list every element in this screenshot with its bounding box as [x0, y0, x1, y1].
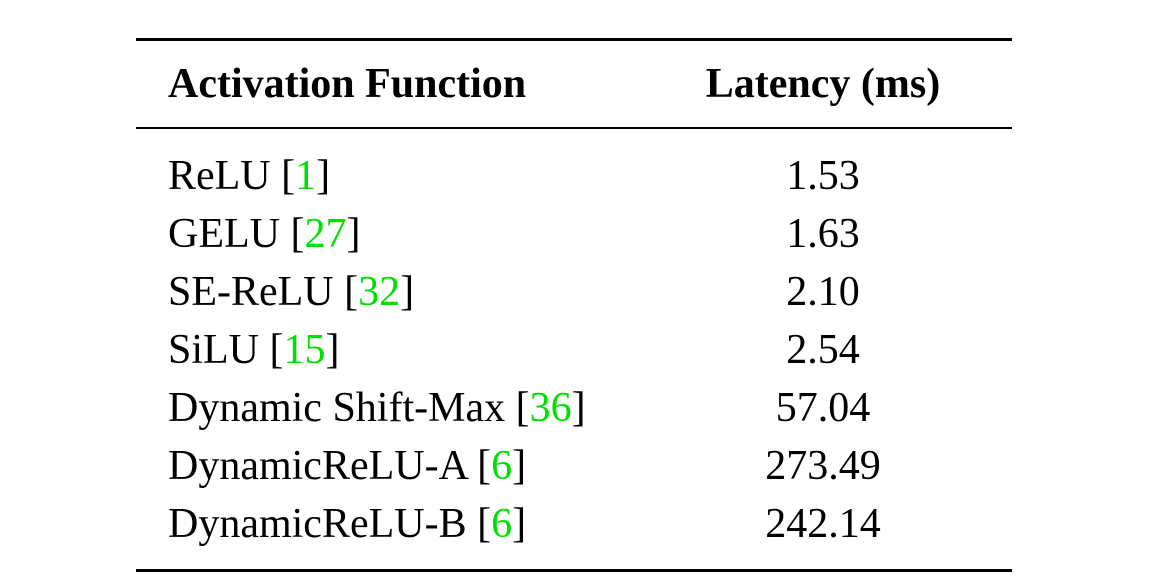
top-rule [136, 38, 1012, 41]
header-activation-function: Activation Function [168, 61, 527, 107]
activation-cell: SE-ReLU [32] [168, 269, 415, 315]
table-row: DynamicReLU-B [6] 242.14 [136, 495, 1012, 553]
citation-link[interactable]: 36 [529, 385, 572, 431]
citation-link[interactable]: 6 [491, 443, 513, 489]
activation-name: DynamicReLU-A [168, 443, 467, 489]
activation-name: Dynamic Shift-Max [168, 385, 506, 431]
citation-link[interactable]: 6 [491, 501, 513, 547]
activation-name: GELU [168, 211, 280, 257]
activation-cell: GELU [27] [168, 211, 361, 257]
latency-cell: 1.63 [786, 211, 860, 257]
latency-cell: 2.10 [786, 269, 860, 315]
citation-link[interactable]: 15 [283, 327, 326, 373]
table-row: SE-ReLU [32] 2.10 [136, 263, 1012, 321]
table-row: Dynamic Shift-Max [36] 57.04 [136, 379, 1012, 437]
activation-name: ReLU [168, 153, 271, 199]
citation-link[interactable]: 1 [295, 153, 317, 199]
latency-cell: 1.53 [786, 153, 860, 199]
latency-cell: 242.14 [765, 501, 881, 547]
activation-name: DynamicReLU-B [168, 501, 467, 547]
table-body: ReLU [1] 1.53 GELU [27] 1.63 SE-ReLU [32… [136, 129, 1012, 569]
activation-cell: DynamicReLU-B [6] [168, 501, 527, 547]
activation-name: SiLU [168, 327, 260, 373]
latency-cell: 57.04 [775, 385, 871, 431]
latency-table: Activation Function Latency (ms) ReLU [1… [136, 38, 1012, 572]
bottom-rule [136, 569, 1012, 572]
table-row: DynamicReLU-A [6] 273.49 [136, 437, 1012, 495]
citation-link[interactable]: 32 [358, 269, 401, 315]
activation-name: SE-ReLU [168, 269, 334, 315]
citation-link[interactable]: 27 [304, 211, 347, 257]
header-latency: Latency (ms) [705, 61, 941, 107]
latency-cell: 2.54 [786, 327, 860, 373]
table-row: ReLU [1] 1.53 [136, 147, 1012, 205]
table-row: SiLU [15] 2.54 [136, 321, 1012, 379]
activation-cell: ReLU [1] [168, 153, 331, 199]
table-row: GELU [27] 1.63 [136, 205, 1012, 263]
activation-cell: DynamicReLU-A [6] [168, 443, 527, 489]
activation-cell: Dynamic Shift-Max [36] [168, 385, 586, 431]
latency-cell: 273.49 [765, 443, 881, 489]
mid-rule [136, 127, 1012, 129]
header-row: Activation Function Latency (ms) [136, 41, 1012, 127]
activation-cell: SiLU [15] [168, 327, 340, 373]
